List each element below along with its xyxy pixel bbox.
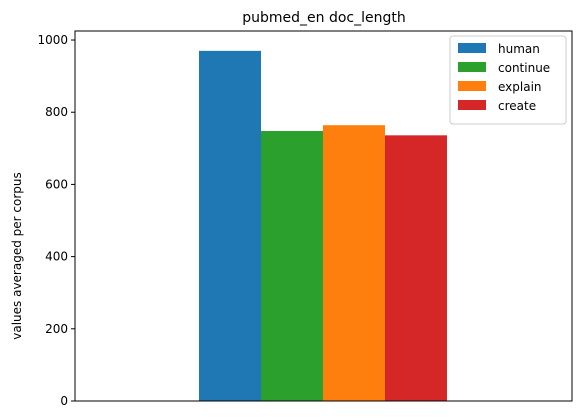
legend-swatch-human	[458, 43, 486, 53]
bars-group	[199, 50, 447, 402]
legend-swatch-create	[458, 100, 486, 110]
y-tick-label: 0	[60, 394, 68, 408]
legend-swatch-explain	[458, 81, 486, 91]
plot-frame	[74, 30, 573, 402]
legend-swatch-continue	[458, 62, 486, 72]
legend: human continue explain create	[449, 35, 567, 125]
y-tick-label: 1000	[37, 33, 68, 47]
y-tick-label: 400	[45, 250, 68, 264]
y-ticks-group: 0 200 400 600 800 1000	[37, 33, 75, 408]
chart-title: pubmed_en doc_length	[242, 10, 406, 26]
bar-human	[199, 50, 261, 401]
y-axis-label: values averaged per corpus	[10, 172, 24, 340]
y-tick-label: 600	[45, 177, 68, 191]
bar-create	[385, 135, 447, 401]
legend-label-continue: continue	[498, 61, 550, 75]
y-tick-label: 800	[45, 105, 68, 119]
bar-explain	[323, 125, 385, 402]
y-tick-label: 200	[45, 322, 68, 336]
legend-label-explain: explain	[498, 80, 542, 94]
legend-label-create: create	[498, 99, 536, 113]
legend-label-human: human	[498, 42, 540, 56]
bar-continue	[261, 130, 323, 402]
